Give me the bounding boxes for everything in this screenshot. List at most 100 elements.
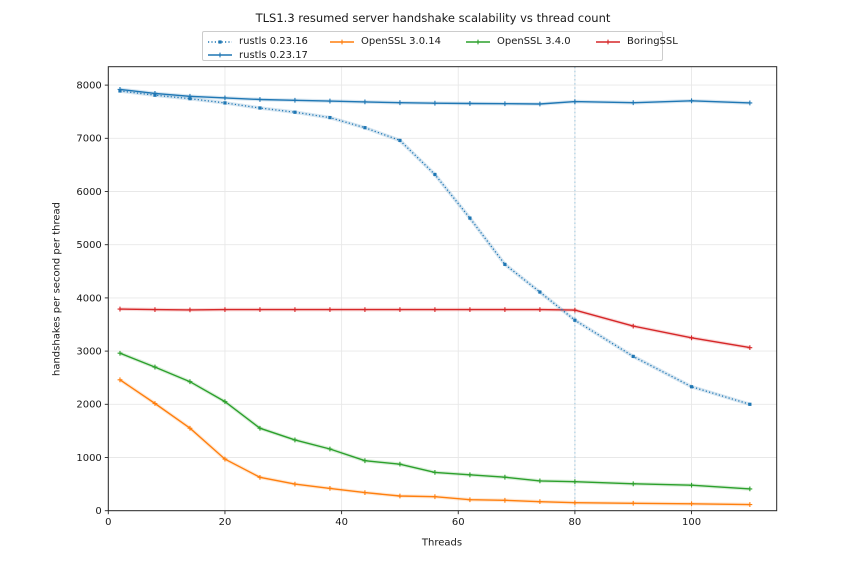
data-point: [117, 86, 123, 92]
data-point: [117, 306, 123, 312]
y-tick-label: 6000: [76, 187, 101, 198]
data-point: [572, 99, 578, 104]
data-point: [537, 478, 543, 484]
data-point: [689, 98, 694, 104]
series-markers: [117, 350, 753, 492]
data-point: [187, 379, 193, 385]
data-point: [572, 307, 578, 313]
series-openssl-3.0.14: [117, 377, 753, 507]
series-markers: [117, 86, 753, 107]
data-point: [397, 307, 403, 313]
data-point: [467, 472, 473, 478]
x-tick-label: 20: [219, 517, 232, 528]
data-point: [747, 486, 753, 492]
y-axis-ticks: 0 1000 2000 3000 4000 5000 6000 7000 8000: [76, 81, 109, 517]
data-point: [187, 93, 193, 99]
data-point: [502, 474, 508, 480]
data-point: [689, 385, 694, 389]
data-point: [502, 307, 508, 313]
legend-label: rustls 0.23.16: [239, 36, 308, 47]
data-point: [257, 474, 263, 480]
y-tick-label: 3000: [76, 347, 101, 358]
data-point: [222, 95, 228, 101]
data-point: [467, 101, 473, 106]
x-tick-label: 0: [105, 517, 111, 528]
x-tick-label: 100: [682, 517, 701, 528]
data-point: [222, 399, 228, 405]
x-tick-label: 40: [335, 517, 348, 528]
y-tick-label: 8000: [76, 81, 101, 92]
data-point: [630, 500, 636, 506]
legend-label: OpenSSL 3.4.0: [497, 36, 571, 47]
data-point: [689, 482, 694, 488]
data-point: [468, 216, 472, 220]
legend-item-boringssl: BoringSSL: [595, 35, 678, 48]
legend-item-rustls-0.23.17: rustls 0.23.17: [207, 49, 308, 62]
data-point: [152, 364, 158, 370]
data-point: [432, 307, 438, 313]
series-line: [119, 308, 751, 349]
series-markers: [117, 377, 753, 507]
x-axis-label: Threads: [421, 537, 463, 549]
y-tick-label: 7000: [76, 134, 101, 145]
data-point: [433, 172, 437, 177]
legend-sample-line: [466, 39, 490, 44]
series-openssl-3.4.0: [117, 350, 753, 492]
data-point: [689, 335, 694, 341]
series-band: [119, 307, 751, 350]
data-point: [502, 101, 508, 107]
data-point: [467, 307, 473, 313]
data-point: [630, 323, 636, 329]
data-point: [503, 262, 507, 266]
data-point: [630, 481, 636, 487]
data-point: [223, 101, 227, 105]
series-band: [119, 351, 751, 491]
y-tick-label: 1000: [76, 453, 101, 464]
data-point: [397, 493, 403, 499]
data-point: [292, 307, 298, 313]
series-line: [119, 352, 750, 490]
chart-title: TLS1.3 resumed server handshake scalabil…: [255, 11, 611, 25]
data-point: [631, 354, 635, 359]
legend-sample-line: [596, 39, 620, 44]
data-point: [152, 90, 158, 96]
data-point: [117, 377, 123, 383]
data-point: [573, 318, 577, 322]
data-point: [257, 307, 263, 313]
legend-sample-line: [330, 39, 354, 44]
data-point: [362, 99, 368, 105]
data-point: [327, 446, 333, 452]
y-axis-label: handshakes per second per thread: [51, 201, 63, 377]
data-point: [187, 425, 193, 431]
legend-label: BoringSSL: [627, 36, 678, 47]
data-point: [327, 485, 333, 491]
data-point: [397, 461, 403, 467]
data-point: [222, 307, 228, 313]
data-point: [432, 100, 438, 106]
data-point: [362, 458, 368, 464]
legend-item-openssl-3.0.14: OpenSSL 3.0.14: [329, 35, 441, 48]
data-point: [537, 101, 543, 107]
axes-spines: [107, 66, 778, 512]
legend-item-rustls-0.23.16: rustls 0.23.16: [207, 35, 308, 48]
data-point: [572, 479, 578, 485]
legend-label: OpenSSL 3.0.14: [361, 36, 441, 47]
data-point: [327, 307, 333, 313]
data-point: [432, 469, 438, 475]
series-markers: [117, 306, 753, 351]
x-tick-label: 80: [569, 517, 582, 528]
data-point: [187, 307, 193, 313]
data-point: [257, 97, 263, 102]
data-point: [293, 110, 297, 114]
legend: rustls 0.23.16 OpenSSL 3.0.14 OpenSSL 3.4.…: [202, 31, 678, 62]
series-rustls-0.23.17: [117, 86, 753, 107]
data-point: [747, 502, 753, 507]
data-point: [537, 499, 543, 505]
y-tick-label: 2000: [76, 400, 101, 411]
x-axis-ticks: 0 20 40 60 80 100: [105, 510, 701, 528]
data-point: [258, 106, 262, 110]
data-point: [689, 501, 694, 507]
data-point: [537, 307, 543, 313]
series-rustls-0.23.16: [118, 89, 752, 407]
